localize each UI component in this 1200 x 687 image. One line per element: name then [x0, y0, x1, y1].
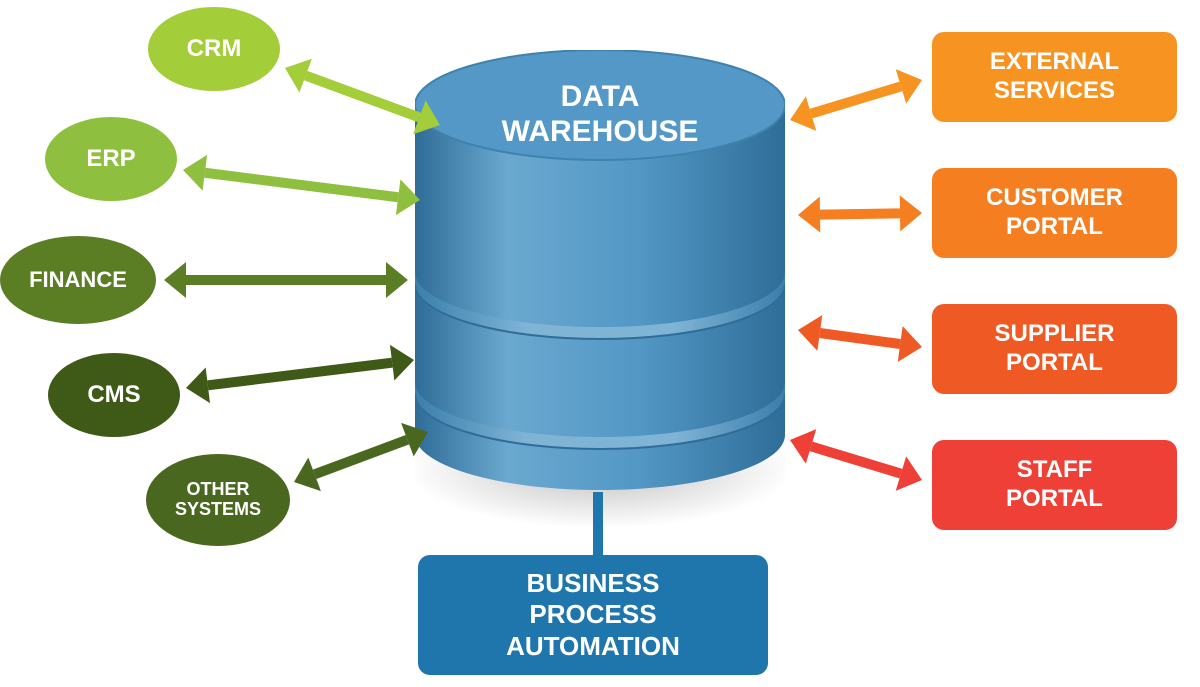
arrow-left-3	[208, 363, 392, 386]
left-node-erp: ERP	[45, 117, 177, 201]
left-node-cms: CMS	[48, 353, 180, 437]
arrow-right-0	[811, 86, 901, 113]
left-node-crm: CRM	[148, 7, 280, 91]
arrow-left-0	[306, 76, 420, 118]
right-node-customer-portal: CUSTOMERPORTAL	[932, 168, 1177, 258]
arrow-left-4	[315, 440, 408, 475]
arrow-right-3	[811, 446, 901, 473]
arrow-left-1	[205, 173, 398, 197]
left-node-other-systems: OTHERSYSTEMS	[146, 454, 290, 546]
bottom-node-business-process-automation: BUSINESSPROCESSAUTOMATION	[418, 555, 768, 675]
right-node-external-services: EXTERNALSERVICES	[932, 32, 1177, 122]
arrow-right-1	[820, 213, 900, 214]
left-node-finance: FINANCE	[0, 236, 156, 324]
data-warehouse-title: DATAWAREHOUSE	[415, 80, 785, 149]
right-node-supplier-portal: SUPPLIERPORTAL	[932, 304, 1177, 394]
data-warehouse-cylinder: DATAWAREHOUSE	[415, 50, 785, 490]
right-node-staff-portal: STAFFPORTAL	[932, 440, 1177, 530]
arrow-right-2	[820, 333, 900, 344]
